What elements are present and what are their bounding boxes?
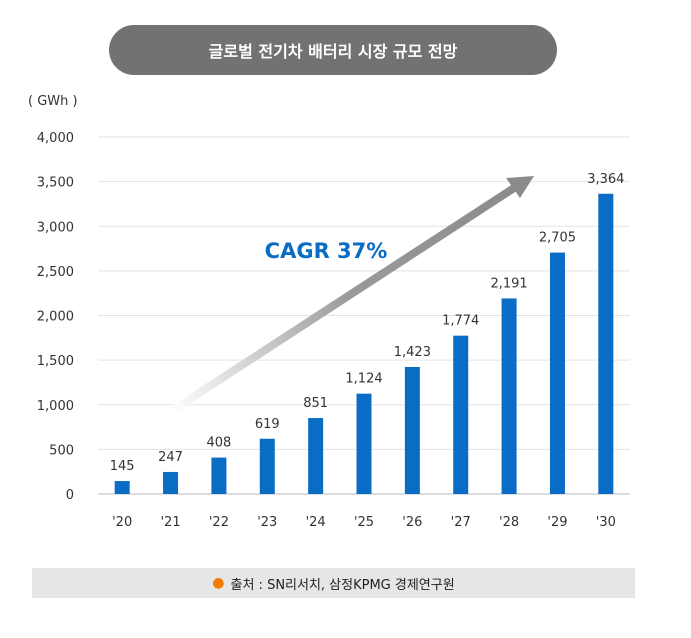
x-tick-label: '26 (402, 515, 422, 530)
bar (404, 366, 420, 494)
value-label: 145 (110, 459, 135, 474)
value-label: 1,774 (442, 314, 479, 329)
x-tick-label: '28 (499, 515, 519, 530)
y-tick-label: 2,000 (37, 310, 74, 325)
x-tick-label: '30 (596, 515, 616, 530)
value-label: 2,191 (490, 276, 527, 291)
bar (308, 418, 324, 494)
x-tick-label: '23 (257, 515, 277, 530)
y-tick-label: 1,000 (37, 399, 74, 414)
bar (114, 481, 130, 494)
bar (549, 252, 565, 494)
value-label: 408 (206, 436, 231, 451)
value-label: 619 (255, 417, 280, 432)
x-tick-label: '20 (112, 515, 132, 530)
bars (114, 193, 614, 494)
value-label: 1,423 (394, 345, 431, 360)
y-axis-ticks: 0 500 1,000 1,500 2,000 2,500 3,000 3,500 4,000 (37, 131, 74, 503)
source-note: ● 출처 : SN리서치, 삼정KPMG 경제연구원 (32, 568, 635, 598)
y-tick-label: 3,000 (37, 220, 74, 235)
chart-title-banner: 글로벌 전기차 배터리 시장 규모 전망 (109, 25, 557, 75)
x-axis-ticks: '20 '21 '22 '23 '24 '25 '26 '27 '28 '29 '30 (112, 515, 616, 530)
bar (259, 438, 275, 494)
y-tick-label: 500 (49, 443, 74, 458)
bullet-icon: ● (212, 575, 225, 591)
bar (453, 335, 469, 494)
x-tick-label: '25 (354, 515, 374, 530)
y-tick-label: 1,500 (37, 354, 74, 369)
y-tick-label: 3,500 (37, 176, 74, 191)
y-tick-label: 2,500 (37, 265, 74, 280)
value-label: 3,364 (587, 172, 624, 187)
y-axis-unit-label: ( GWh ) (28, 94, 78, 109)
bar (501, 298, 517, 494)
source-text: 출처 : SN리서치, 삼정KPMG 경제연구원 (230, 577, 455, 593)
value-labels: 145 247 408 619 851 1,124 1,423 1,774 2,191 2,705… (110, 172, 625, 474)
x-tick-label: '27 (451, 515, 471, 530)
bar (356, 393, 372, 494)
x-tick-label: '24 (306, 515, 326, 530)
growth-arrow-icon (167, 176, 534, 416)
y-tick-label: 4,000 (37, 131, 74, 146)
chart-title: 글로벌 전기차 배터리 시장 규모 전망 (208, 42, 458, 61)
value-label: 247 (158, 450, 183, 465)
value-label: 1,124 (345, 372, 382, 387)
bar (211, 457, 227, 494)
bar-chart: 05001,0001,5002,0002,5003,0003,5004,000 … (28, 94, 630, 530)
x-tick-label: '21 (160, 515, 180, 530)
value-label: 2,705 (539, 231, 576, 246)
value-label: 851 (303, 396, 328, 411)
x-tick-label: '22 (209, 515, 229, 530)
y-tick-label: 0 (66, 488, 74, 503)
cagr-annotation: CAGR 37% (265, 239, 388, 263)
x-tick-label: '29 (547, 515, 567, 530)
bar (598, 193, 614, 494)
bar (163, 471, 179, 494)
